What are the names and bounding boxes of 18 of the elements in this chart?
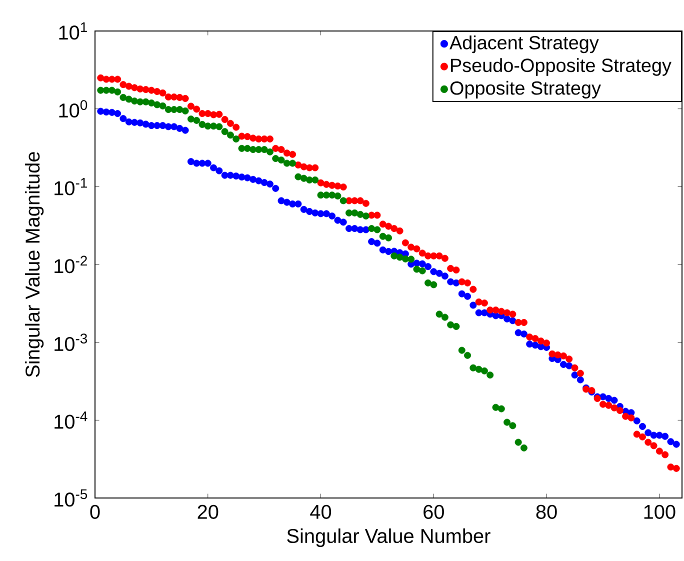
x-tick-label: 60 xyxy=(424,504,444,519)
x-tick-label: 0 xyxy=(90,504,100,519)
legend-label: Opposite Strategy xyxy=(450,80,601,99)
y-tick-label: 10$^{1}$ xyxy=(59,22,87,40)
y-tick-label: 10$^{-5}$ xyxy=(54,489,88,507)
y-tick-label: 10$^{-4}$ xyxy=(54,412,88,429)
legend-label: Pseudo-Opposite Strategy xyxy=(451,58,672,76)
y-axis-title: Singular Value Magnitude xyxy=(25,152,44,377)
x-tick-label: 20 xyxy=(198,504,218,519)
y-tick-label: 10$^{0}$ xyxy=(59,100,88,118)
y-tick-label: 10$^{-2}$ xyxy=(54,256,87,274)
y-tick-label: 10$^{-1}$ xyxy=(54,178,87,196)
y-tick-label: 10$^{-3}$ xyxy=(54,334,88,352)
x-axis-title: Singular Value Number xyxy=(287,528,490,548)
x-tick-label: 80 xyxy=(536,504,557,519)
x-tick-label: 40 xyxy=(310,504,332,519)
x-tick-label: 100 xyxy=(644,504,676,519)
legend-label: Adjacent Strategy xyxy=(450,35,599,54)
